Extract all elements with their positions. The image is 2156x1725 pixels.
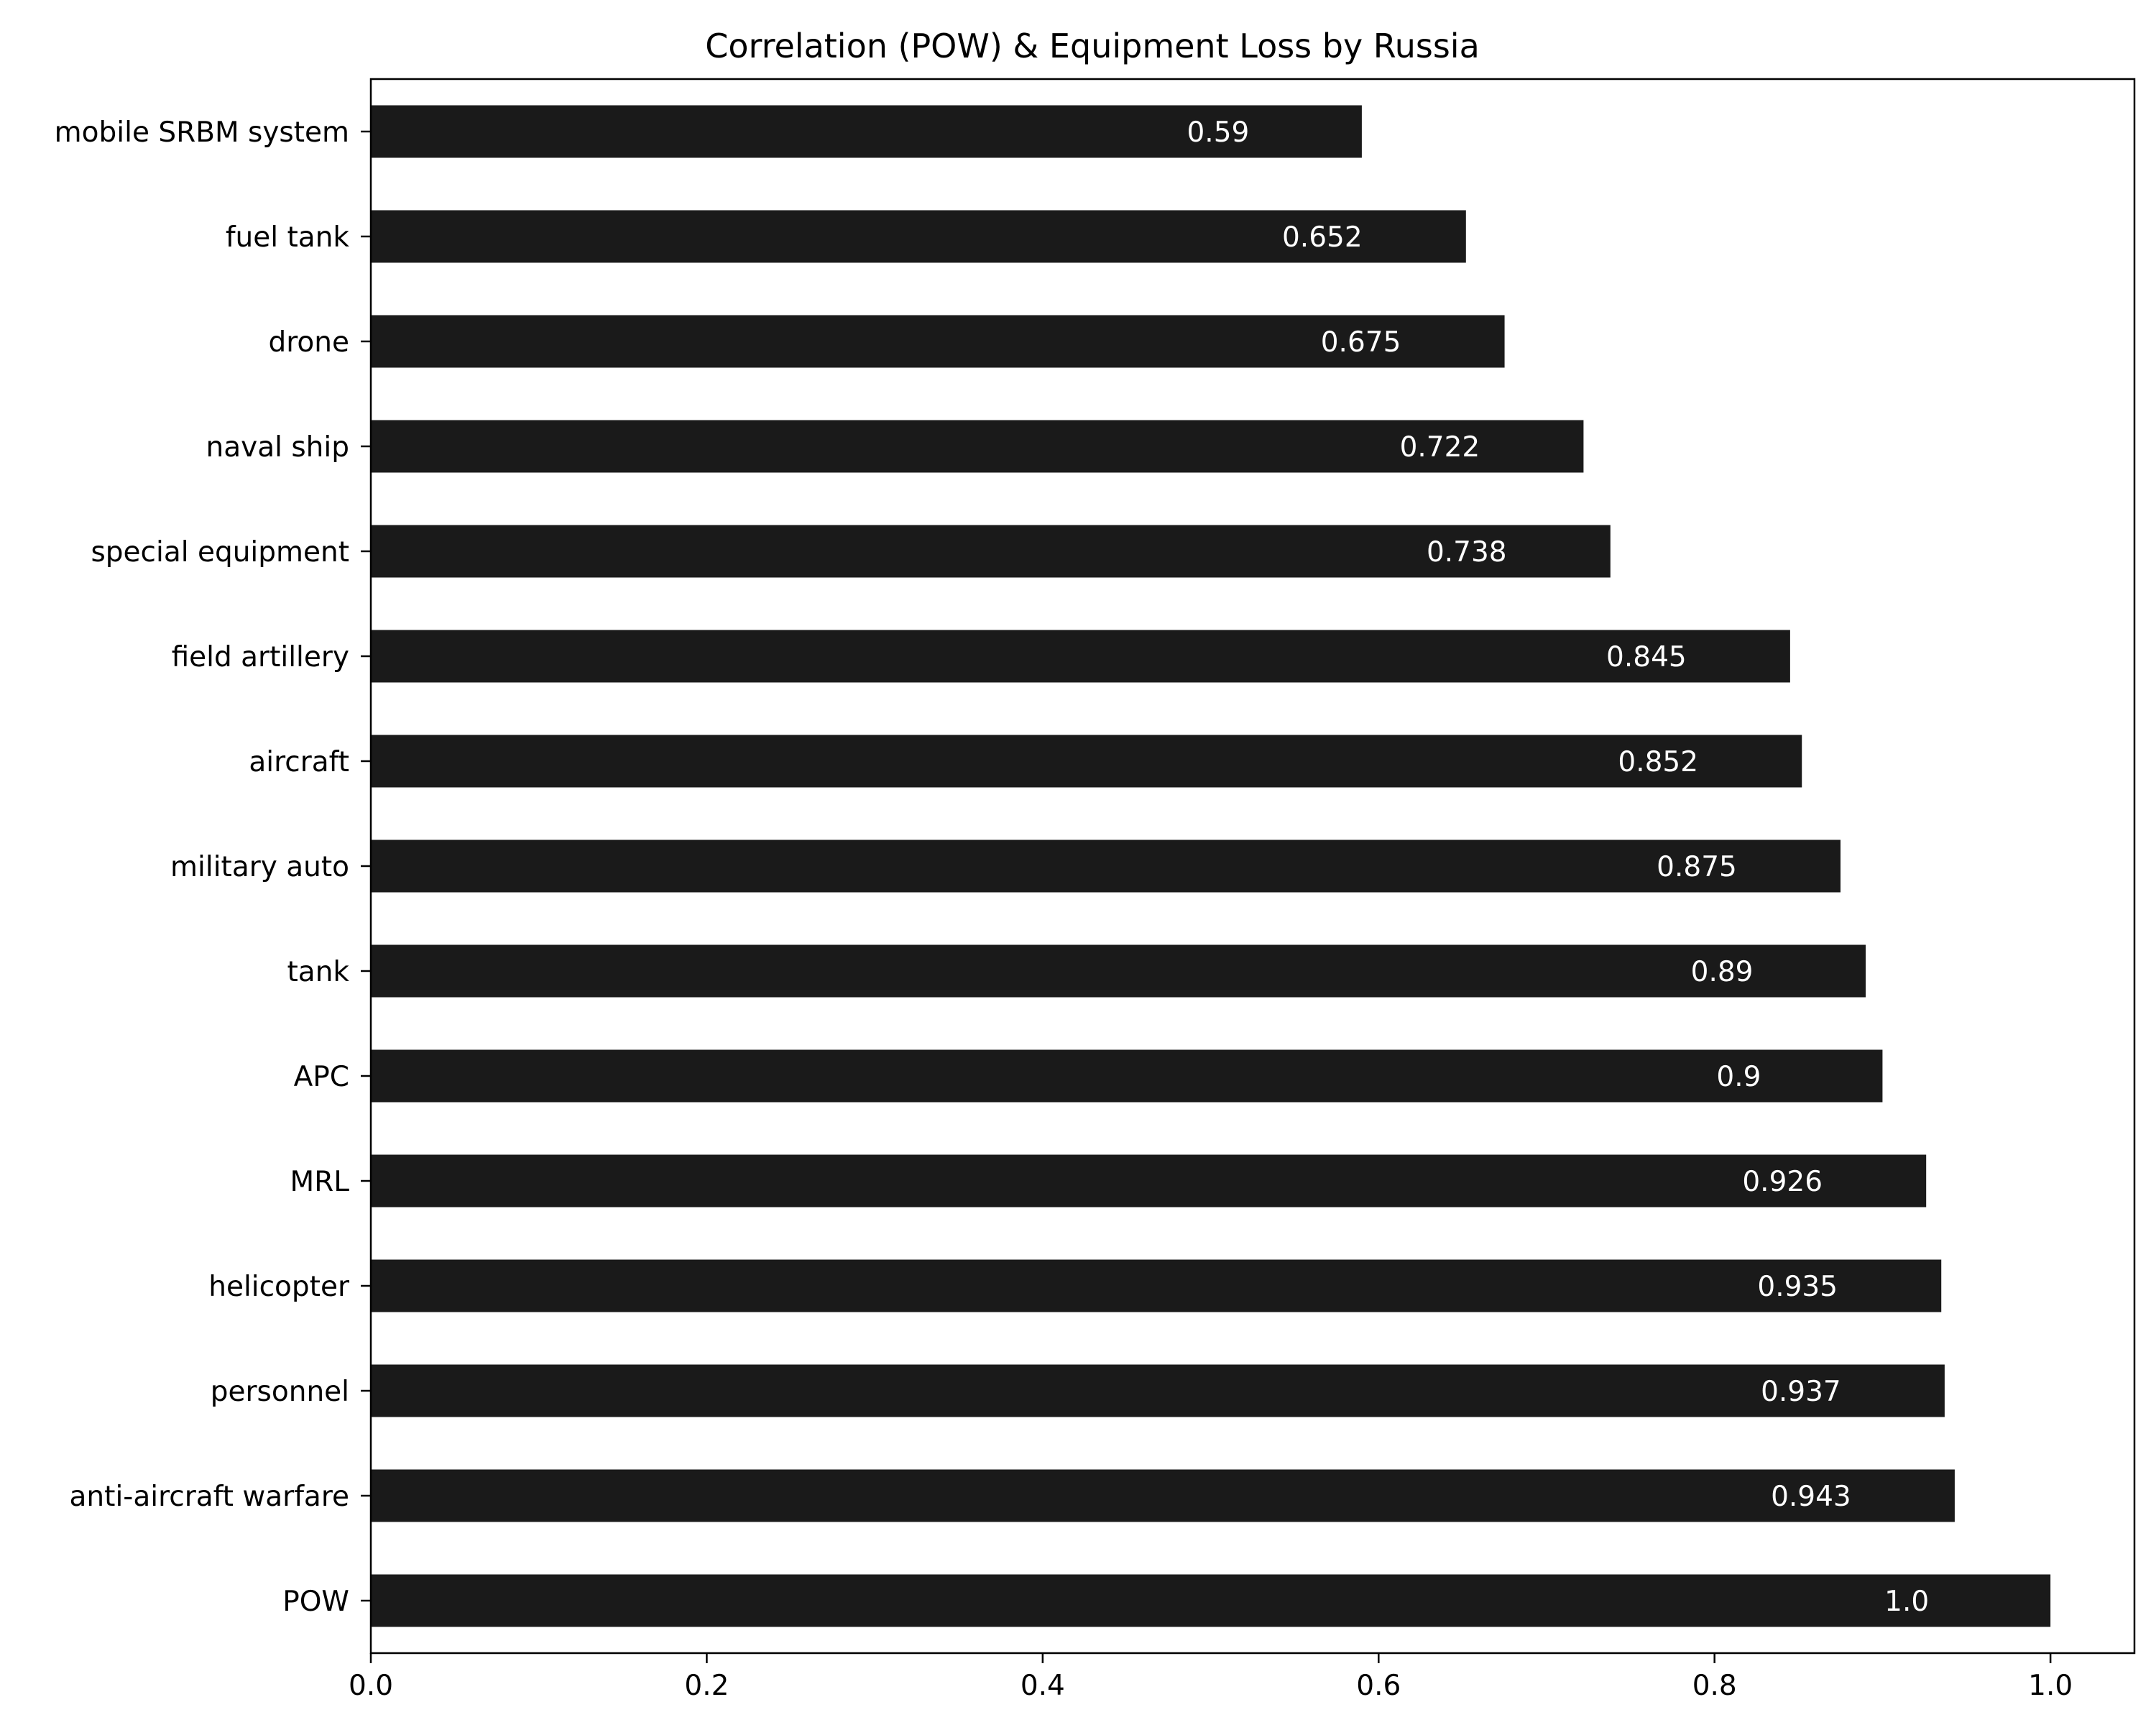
bar-naval-ship [371, 420, 1584, 473]
bar-value-label: 0.926 [1742, 1166, 1823, 1198]
data-labels-group: 1.0 0.943 0.937 0.935 0.926 0.9 0.89 0.875 0.852… [1187, 116, 1929, 1618]
y-tick-label: field artillery [172, 641, 349, 673]
y-tick-label: POW [282, 1586, 349, 1618]
y-tick-label: fuel tank [226, 221, 350, 254]
bar-pow [371, 1574, 2051, 1627]
x-tick-label: 1.0 [2028, 1670, 2073, 1702]
bar-value-label: 0.943 [1771, 1481, 1851, 1513]
bar-helicopter [371, 1259, 1942, 1312]
bar-value-label: 0.675 [1321, 326, 1401, 359]
x-tick-label: 0.2 [684, 1670, 729, 1702]
bar-mobile-srbm-system [371, 105, 1362, 158]
y-tick-label: tank [287, 956, 350, 988]
bar-value-label: 0.937 [1761, 1376, 1841, 1408]
bar-fuel-tank [371, 210, 1466, 263]
bar-aircraft [371, 735, 1802, 788]
y-tick-label: military auto [170, 851, 349, 883]
bar-anti-aircraft-warfare [371, 1469, 1955, 1522]
y-tick-label: special equipment [91, 536, 349, 569]
bar-value-label: 0.852 [1618, 746, 1698, 778]
y-tick-label: anti-aircraft warfare [70, 1481, 349, 1513]
bar-military-auto [371, 840, 1841, 893]
chart-title: Correlation (POW) & Equipment Loss by Ru… [705, 27, 1480, 65]
x-tick-label: 0.0 [349, 1670, 393, 1702]
bar-tank [371, 944, 1866, 998]
bars-group [371, 105, 2051, 1627]
bar-value-label: 0.935 [1757, 1271, 1838, 1303]
x-tick-label: 0.8 [1692, 1670, 1737, 1702]
y-tick-label: drone [268, 326, 349, 359]
y-tick-label: aircraft [249, 746, 349, 778]
bar-value-label: 0.89 [1691, 956, 1754, 988]
bar-value-label: 0.738 [1427, 536, 1507, 569]
y-tick-label: helicopter [208, 1271, 350, 1303]
bar-personnel [371, 1364, 1945, 1417]
bar-value-label: 0.652 [1282, 221, 1363, 254]
y-tick-label: APC [294, 1061, 349, 1093]
bar-drone [371, 315, 1505, 368]
y-tick-label: naval ship [206, 431, 349, 464]
bar-value-label: 0.722 [1400, 431, 1480, 464]
y-tick-label: MRL [290, 1166, 350, 1198]
bar-value-label: 0.9 [1716, 1061, 1761, 1093]
bar-value-label: 1.0 [1884, 1586, 1929, 1618]
bar-apc [371, 1049, 1883, 1103]
bar-value-label: 0.59 [1187, 116, 1249, 149]
bar-value-label: 0.845 [1606, 641, 1687, 673]
bar-value-label: 0.875 [1657, 851, 1737, 883]
x-tick-label: 0.6 [1356, 1670, 1401, 1702]
axes-group: 0.0 0.2 0.4 0.6 0.8 1.0 POW anti-aircraft warfa… [55, 78, 2136, 1702]
y-tick-label: mobile SRBM system [55, 116, 349, 149]
bar-special-equipment [371, 525, 1611, 578]
bar-field-artillery [371, 630, 1790, 683]
x-tick-label: 0.4 [1021, 1670, 1065, 1702]
bar-mrl [371, 1154, 1927, 1208]
y-tick-label: personnel [211, 1376, 349, 1408]
